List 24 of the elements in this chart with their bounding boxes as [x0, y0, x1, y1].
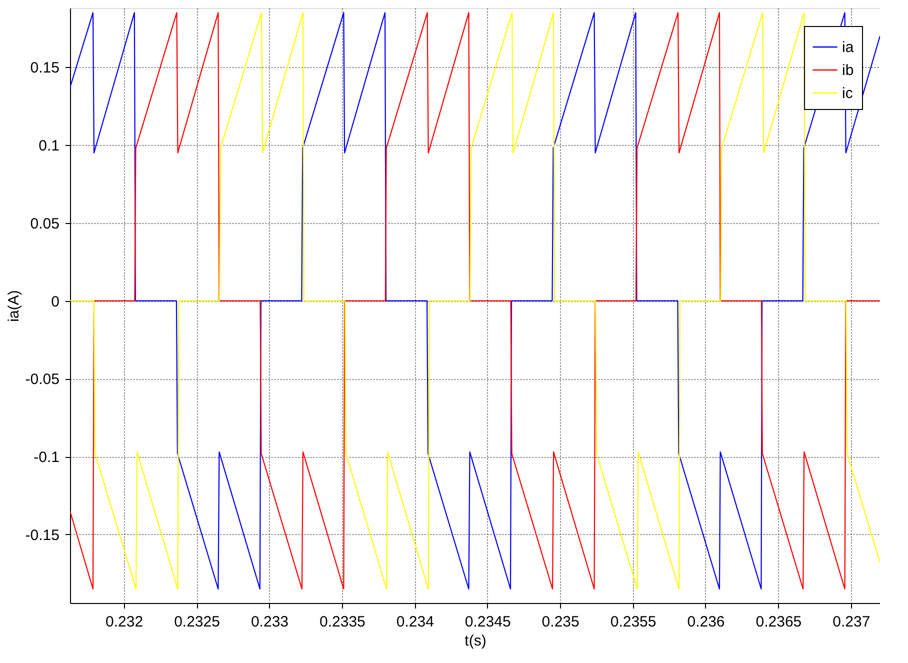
x-tick-label: 0.2365: [756, 614, 802, 630]
legend-label: ic: [842, 85, 854, 102]
y-tick-label: -0.15: [25, 526, 60, 544]
x-tick-label: 0.2345: [464, 614, 511, 630]
x-tick-label: 0.2335: [319, 614, 366, 630]
y-tick-label: -0.05: [25, 371, 60, 388]
x-tick-label: 0.237: [832, 614, 870, 630]
x-tick-label: 0.2355: [610, 614, 656, 630]
x-tick-label: 0.233: [250, 614, 288, 630]
y-tick-label: 0.05: [30, 215, 60, 232]
x-tick-label: 0.2325: [174, 614, 220, 630]
x-tick-label: 0.235: [542, 614, 580, 630]
y-tick-label: 0: [51, 293, 60, 310]
y-tick-label: 0.15: [30, 60, 60, 77]
x-tick-label: 0.234: [396, 614, 434, 630]
y-tick-label: 0.1: [38, 138, 60, 155]
y-tick-label: -0.1: [34, 449, 60, 466]
y-axis-title: ia(A): [5, 290, 22, 322]
line-series: [70, 12, 880, 590]
legend-label: ib: [842, 62, 854, 79]
x-axis-title: t(s): [464, 632, 486, 650]
legend-label: ia: [842, 39, 854, 56]
x-tick-label: 0.232: [106, 614, 144, 630]
x-tick-label: 0.236: [687, 614, 725, 630]
